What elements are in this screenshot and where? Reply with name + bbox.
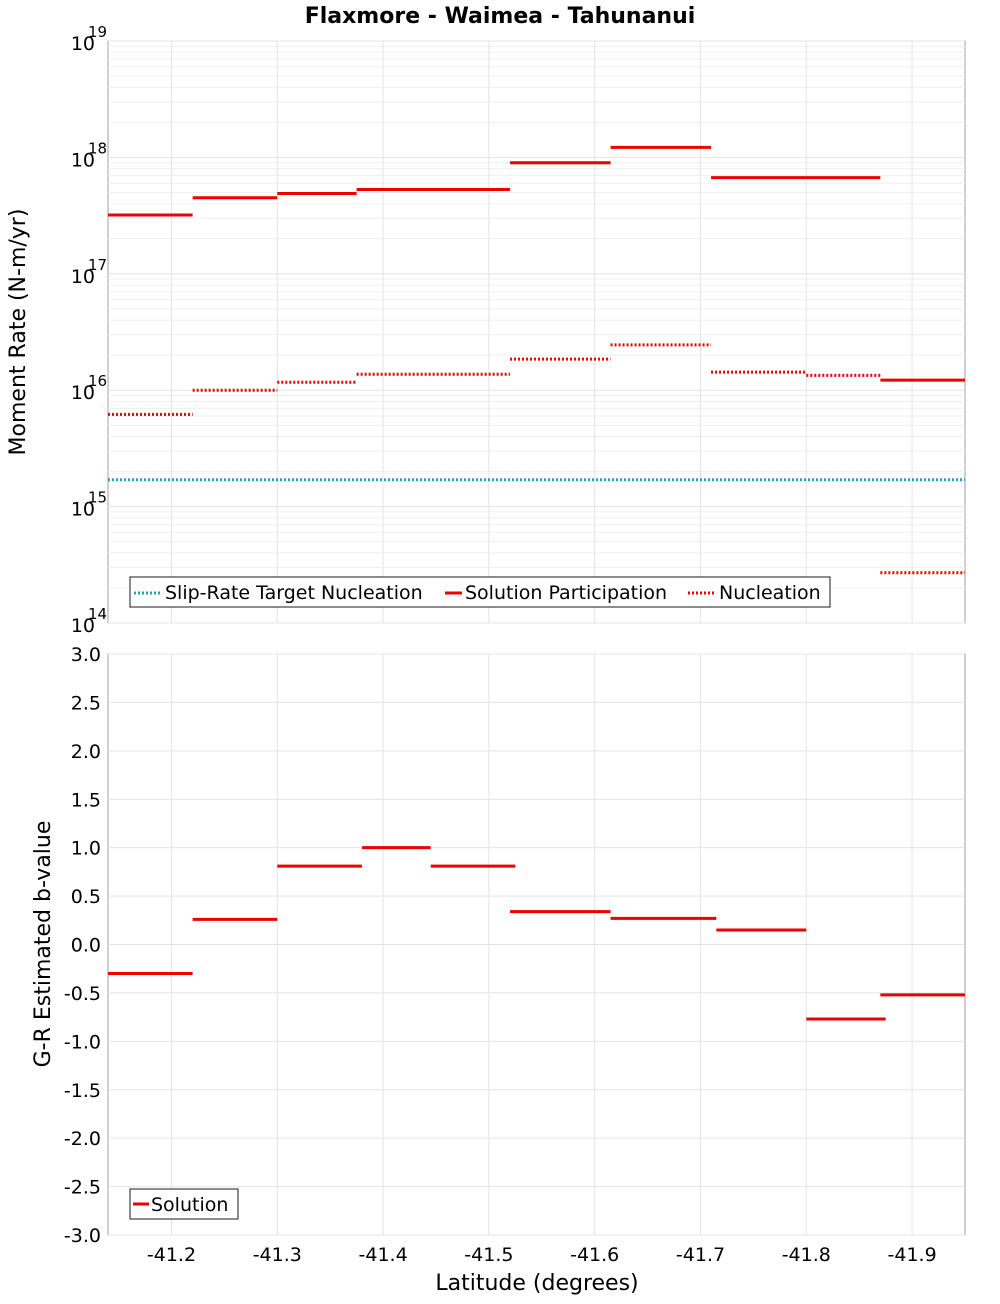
bottom-y-tick-label: -2.0 [64, 1128, 101, 1150]
top-plot-area [107, 40, 966, 624]
bottom-y-tick-label: -1.5 [64, 1080, 101, 1102]
legend-label-solution-participation: Solution Participation [465, 582, 667, 604]
top-y-tick-base: 10 [71, 266, 95, 288]
bottom-y-tick-label: 3.0 [71, 644, 101, 666]
bottom-y-tick-label: -3.0 [64, 1225, 101, 1247]
x-axis-title: Latitude (degrees) [435, 1271, 638, 1296]
x-tick-label: -41.9 [888, 1244, 937, 1266]
bottom-y-tick-label: -0.5 [64, 983, 101, 1005]
top-y-tick-base: 10 [71, 33, 95, 55]
top-y-tick-exponent: 15 [88, 489, 107, 507]
legend-label-slip-rate: Slip-Rate Target Nucleation [165, 582, 423, 604]
top-y-tick-exponent: 17 [88, 256, 107, 274]
bottom-y-tick-label: 2.0 [71, 741, 101, 763]
x-tick-label: -41.8 [782, 1244, 831, 1266]
top-y-axis-title: Moment Rate (N-m/yr) [6, 209, 31, 456]
top-y-tick-exponent: 18 [88, 139, 107, 157]
x-tick-label: -41.3 [253, 1244, 302, 1266]
top-y-tick-base: 10 [71, 615, 95, 637]
bottom-y-tick-label: 2.5 [71, 692, 101, 714]
bottom-y-tick-label: 1.0 [71, 838, 101, 860]
x-tick-label: -41.2 [147, 1244, 196, 1266]
bottom-y-tick-label: 1.5 [71, 789, 101, 811]
x-tick-label: -41.5 [464, 1244, 513, 1266]
top-legend: Slip-Rate Target Nucleation Solution Par… [129, 576, 831, 608]
bottom-y-tick-label: -1.0 [64, 1031, 101, 1053]
chart-title: Flaxmore - Waimea - Tahunanui [305, 4, 696, 29]
top-y-tick-exponent: 16 [88, 372, 107, 390]
x-tick-label: -41.6 [570, 1244, 619, 1266]
x-tick-label: -41.7 [676, 1244, 725, 1266]
legend-label-solution: Solution [151, 1194, 228, 1216]
bottom-y-tick-label: 0.5 [71, 886, 101, 908]
top-y-tick-base: 10 [71, 382, 95, 404]
top-y-tick-base: 10 [71, 499, 95, 521]
bottom-y-tick-label: 0.0 [71, 935, 101, 957]
x-tick-label: -41.4 [359, 1244, 408, 1266]
top-y-tick-base: 10 [71, 149, 95, 171]
top-y-tick-exponent: 19 [88, 23, 107, 41]
legend-label-nucleation: Nucleation [719, 582, 821, 604]
bottom-y-axis-title: G-R Estimated b-value [31, 821, 56, 1068]
top-y-tick-exponent: 14 [88, 605, 107, 623]
bottom-y-tick-label: -2.5 [64, 1177, 101, 1199]
bottom-legend: Solution [129, 1188, 239, 1220]
